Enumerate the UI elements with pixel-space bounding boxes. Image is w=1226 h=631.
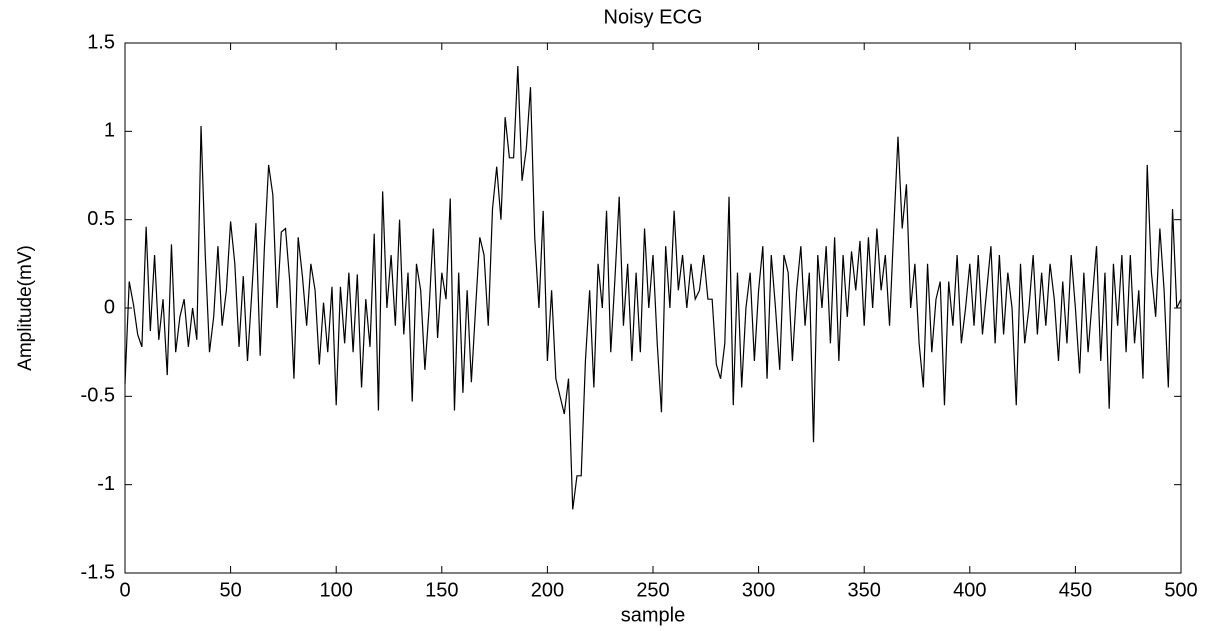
y-tick-label: 1.5: [87, 31, 115, 53]
y-tick-label: 1: [104, 120, 115, 142]
y-tick-label: -0.5: [81, 385, 115, 407]
plot-frame: [124, 42, 1182, 574]
x-tick-label: 50: [219, 579, 241, 601]
y-tick-label: -1: [97, 473, 115, 495]
x-tick-label: 450: [1059, 579, 1092, 601]
y-tick-label: -1.5: [81, 561, 115, 583]
x-tick-label: 350: [848, 579, 881, 601]
y-tick-label: 0: [104, 296, 115, 318]
x-tick-label: 500: [1164, 579, 1197, 601]
y-tick-label: 0.5: [87, 208, 115, 230]
x-tick-label: 0: [119, 579, 130, 601]
x-tick-label: 400: [953, 579, 986, 601]
x-tick-label: 100: [320, 579, 353, 601]
chart-title: Noisy ECG: [604, 6, 703, 28]
x-tick-label: 300: [742, 579, 775, 601]
x-axis-label: sample: [621, 604, 685, 626]
data-line: [124, 65, 1182, 510]
x-tick-label: 150: [425, 579, 458, 601]
x-tick-label: 250: [636, 579, 669, 601]
y-axis-label: Amplitude(mV): [15, 245, 36, 371]
x-tick-label: 200: [531, 579, 564, 601]
